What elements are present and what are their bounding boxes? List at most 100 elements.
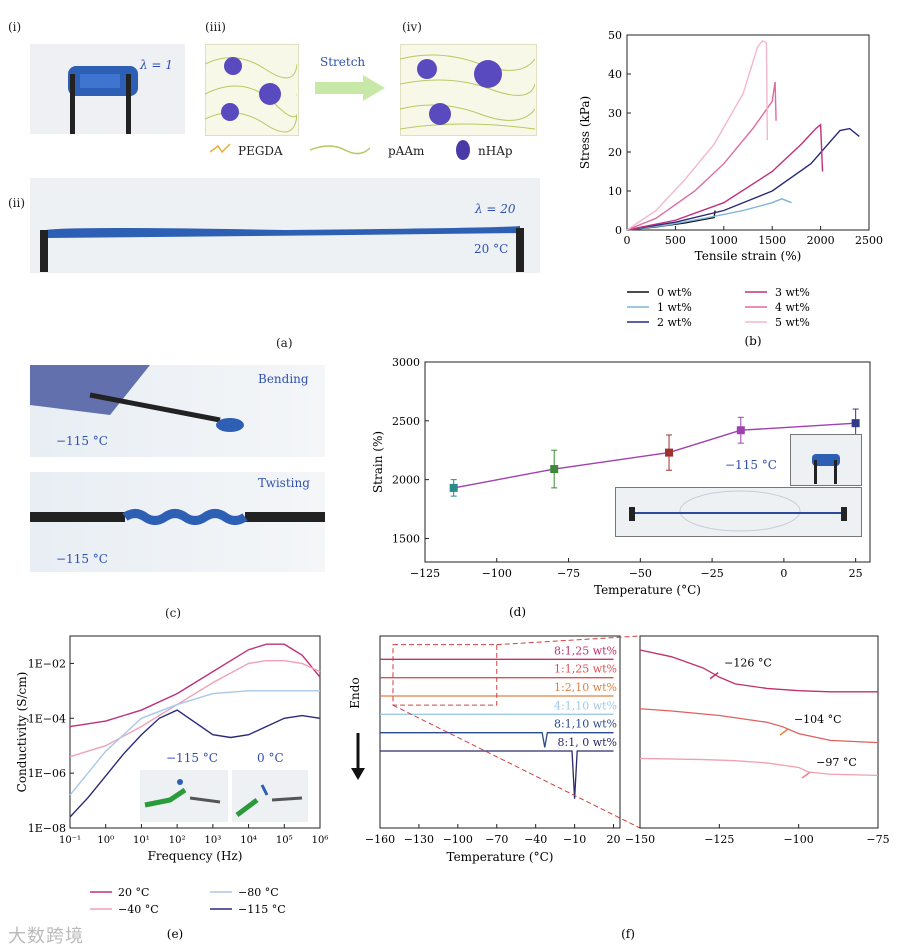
stretch-label: Stretch [320,55,366,69]
x-tick-label: −100 [443,833,473,846]
x-tick-label: 10¹ [133,835,150,846]
stretch-arrow-icon [315,75,385,101]
x-tick-label: 10⁴ [240,835,257,846]
bending-temp-label: −115 °C [56,434,108,448]
curve-label: 1:1,25 wt% [554,663,617,676]
series-line-4wt [626,81,777,231]
twisting-temp-label: −115 °C [56,552,108,566]
x-tick-label: −125 [704,833,734,846]
series-line [69,659,321,758]
data-point [736,426,745,435]
y-tick-label: 30 [608,107,622,120]
zoom-box [392,644,498,706]
x-tick-label: 2500 [855,234,883,247]
endo-arrow-icon [351,768,365,780]
stretched-gel-drawing [40,226,524,272]
legend-label: −80 °C [238,886,279,899]
y-axis-label: Conductivity (S/cm) [15,672,29,793]
x-tick-label: 20 [607,833,621,846]
curve-label: 8:1,10 wt% [554,718,617,731]
pegda-legend-icon [210,143,231,154]
y-tick-label: 40 [608,68,622,81]
x-tick-label: 500 [665,234,686,247]
x-tick-label: −160 [365,833,395,846]
sub-label-iii: (iii) [205,20,226,34]
series-line [69,643,321,728]
curve-label: 8:1, 0 wt% [558,736,617,749]
legend-label: 1 wt% [657,301,692,314]
zoom-connector [392,704,641,829]
bending-drawing [30,365,244,432]
inset-d-temp: −115 °C [725,458,777,472]
series-line [69,690,320,796]
curve-label: 8:1,25 wt% [554,644,617,657]
x-tick-label: 10⁵ [276,835,293,846]
x-tick-label: 10⁻¹ [59,835,81,846]
legend-label: 5 wt% [775,316,810,329]
y-tick-label: 0 [615,224,622,237]
legend-label: 4 wt% [775,301,810,314]
inset-d-small-drawing [812,454,840,484]
inset-e-2-drawing [235,784,303,817]
x-tick-label: −150 [625,833,655,846]
transition-label: −104 °C [794,713,842,726]
endo-label: Endo [348,677,362,708]
y-tick-label: 50 [608,29,622,42]
legend-label: 20 °C [118,886,149,899]
annotation-arrow-icon [709,672,719,680]
y-tick-label: 1E−08 [28,822,66,835]
y-tick-label: 20 [608,146,622,159]
x-tick-label: 0 [780,567,787,580]
y-tick-label: 3000 [392,356,420,369]
sub-label-iv: (iv) [402,20,422,34]
nhap-legend-icon [456,140,470,160]
x-axis-label: Temperature (°C) [594,583,701,597]
x-tick-label: −70 [485,833,508,846]
curve-label: 4:1,10 wt% [554,699,617,712]
gel-i-drawing [68,66,138,134]
y-tick-label: 2000 [392,474,420,487]
legend-label: 3 wt% [775,286,810,299]
series-line-3wt [626,123,824,231]
x-tick-label: −130 [404,833,434,846]
x-tick-label: 10² [169,835,186,846]
y-tick-label: 1E−06 [28,767,66,780]
bending-label: Bending [258,372,309,386]
caption-a: (a) [276,336,293,350]
legend-label: 0 wt% [657,286,692,299]
y-tick-label: 1E−02 [28,657,66,670]
data-point [665,448,674,457]
data-point [550,465,559,474]
transition-label: −126 °C [724,657,772,670]
series-line-5wt [626,39,769,231]
transition-label: −97 °C [816,756,857,769]
plot-frame [626,34,870,231]
legend-label: −40 °C [118,903,159,916]
dsc-zoom-curve [639,708,879,744]
data-point [449,483,458,492]
x-tick-label: −75 [557,567,580,580]
series-line [69,709,321,818]
legend-paam: pAAm [388,144,425,158]
x-tick-label: 0 [624,234,631,247]
caption-b: (b) [744,334,761,348]
curve-label: 1:2,10 wt% [554,681,617,694]
plot-frame [69,635,321,829]
network-iv-drawing [400,54,535,130]
annotation-arrow-icon [779,728,789,736]
inset-e-1 [140,770,228,822]
network-iii [205,44,299,136]
x-axis-label: Frequency (Hz) [148,849,243,863]
caption-d: (d) [509,605,526,619]
x-tick-label: 10⁰ [97,835,114,846]
inset-d-large-drawing [629,490,847,532]
y-tick-label: 2500 [392,415,420,428]
x-tick-label: −100 [482,567,512,580]
x-axis-label: Temperature (°C) [447,850,554,864]
x-tick-label: 2000 [807,234,835,247]
lambda-20-label: λ = 20 [475,202,516,216]
x-tick-label: −25 [700,567,723,580]
dsc-zoom-curve [639,757,879,777]
series-line-2wt [626,127,860,231]
